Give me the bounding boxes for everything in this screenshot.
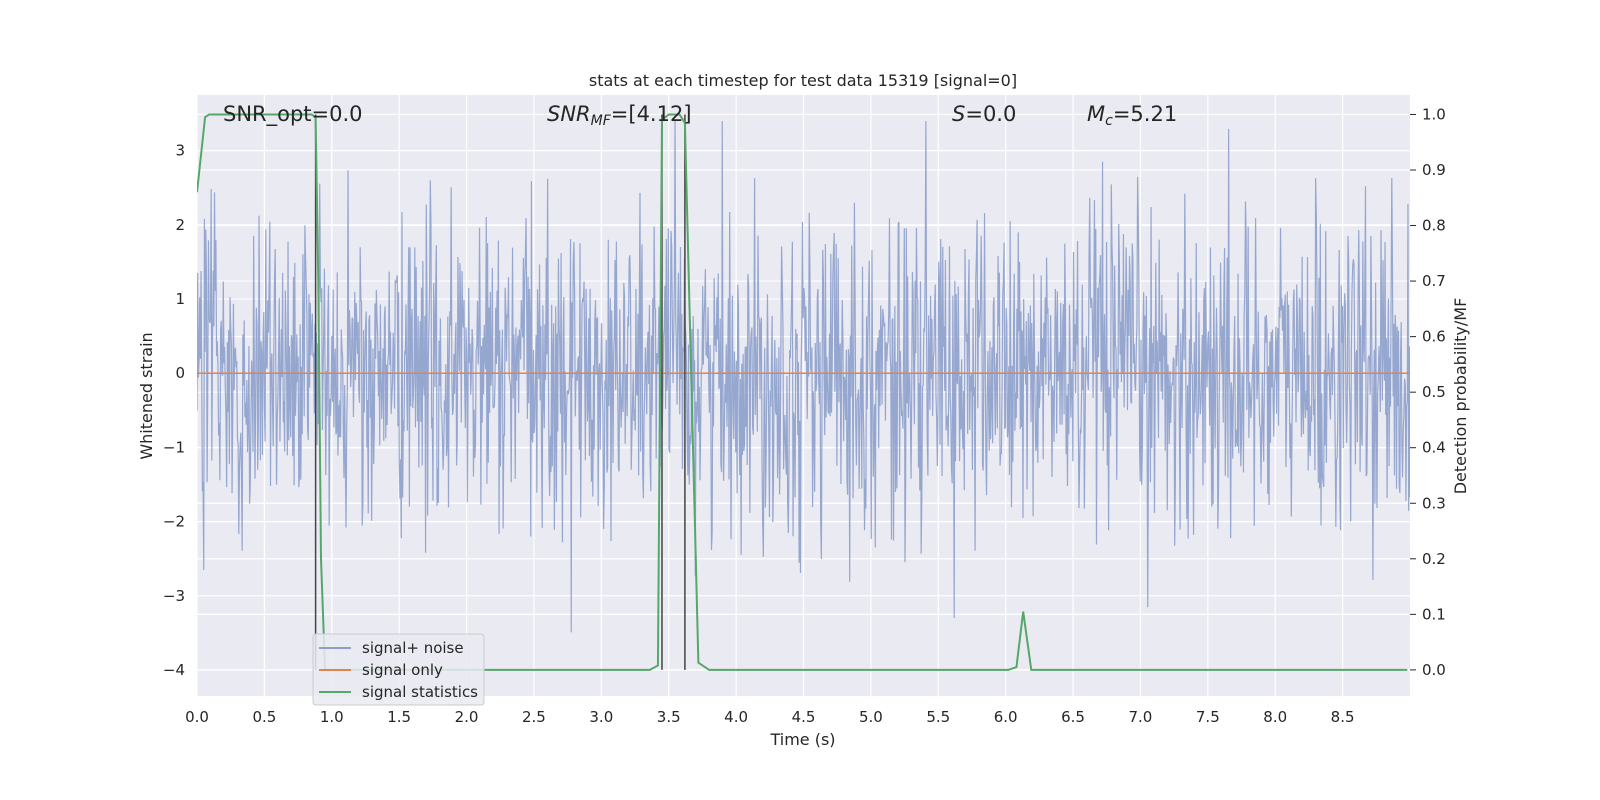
annotation-mc: Mc=5.21 [1087, 102, 1177, 129]
y-left-tick-1: 2 [175, 216, 185, 234]
y-left-tick-6: −3 [163, 587, 185, 605]
y-left-tick-2: 1 [175, 290, 185, 308]
x-tick-3: 1.5 [387, 708, 411, 726]
annotation-s-prefix: S [952, 102, 965, 126]
y-right-axis-label: Detection probability/MF [1451, 298, 1470, 495]
x-tick-12: 6.0 [994, 708, 1018, 726]
annotation-snr-mf: SNRMF=[4.12] [547, 102, 692, 129]
legend-label-signal-statistics: signal statistics [362, 683, 478, 701]
x-tick-4: 2.0 [455, 708, 479, 726]
y-right-tick-5: 0.5 [1422, 383, 1446, 401]
legend: signal+ noise signal only signal statist… [312, 633, 485, 706]
y-left-axis-label: Whitened strain [137, 332, 156, 459]
legend-box [312, 633, 485, 706]
y-right-tick-9: 0.1 [1422, 605, 1446, 623]
x-tick-0: 0.0 [185, 708, 209, 726]
legend-label-signal-only: signal only [362, 661, 443, 679]
x-tick-7: 3.5 [657, 708, 681, 726]
legend-label-signal-noise: signal+ noise [362, 639, 464, 657]
y-right-tick-1: 0.9 [1422, 161, 1446, 179]
y-right-tick-8: 0.2 [1422, 550, 1446, 568]
y-right-tick-6: 0.4 [1422, 439, 1446, 457]
annotation-snr-mf-sub: MF [591, 113, 612, 129]
x-tick-14: 7.0 [1129, 708, 1153, 726]
annotation-snr-opt: SNR_opt=0.0 [223, 102, 363, 127]
x-tick-8: 4.0 [724, 708, 748, 726]
y-right-tick-2: 0.8 [1422, 217, 1446, 235]
y-right-tick-0: 1.0 [1422, 105, 1446, 123]
x-tick-13: 6.5 [1061, 708, 1085, 726]
x-tick-2: 1.0 [320, 708, 344, 726]
series-signal-statistics [197, 113, 1408, 671]
y-right-tick-7: 0.3 [1422, 494, 1446, 512]
y-left-tick-labels: 3 2 1 0 −1 −2 −3 −4 [163, 142, 185, 679]
annotation-snr-mf-prefix: SNR [547, 102, 591, 126]
series-signal-noise [197, 120, 1410, 633]
x-tick-1: 0.5 [252, 708, 276, 726]
y-left-tick-7: −4 [163, 661, 185, 679]
annotation-mc-sub: c [1105, 113, 1113, 129]
x-tick-9: 4.5 [792, 708, 816, 726]
x-tick-10: 5.0 [859, 708, 883, 726]
annotation-snr-mf-value: =[4.12] [611, 102, 692, 126]
x-tick-labels: 0.0 0.5 1.0 1.5 2.0 2.5 3.0 3.5 4.0 4.5 5.0 5.5 6.0 6… [185, 708, 1354, 726]
annotation-s: S=0.0 [952, 102, 1016, 126]
y-left-tick-4: −1 [163, 438, 185, 456]
x-tick-16: 8.0 [1263, 708, 1287, 726]
y-left-tick-5: −2 [163, 513, 185, 531]
x-axis-label: Time (s) [769, 730, 835, 749]
y-right-tick-10: 0.0 [1422, 661, 1446, 679]
x-tick-17: 8.5 [1331, 708, 1355, 726]
annotation-s-value: =0.0 [965, 102, 1016, 126]
x-tick-5: 2.5 [522, 708, 546, 726]
y-right-tick-4: 0.6 [1422, 328, 1446, 346]
x-tick-6: 3.0 [589, 708, 613, 726]
y-left-tick-0: 3 [175, 142, 185, 160]
annotation-mc-value: =5.21 [1113, 102, 1177, 126]
chart-title: stats at each timestep for test data 153… [589, 71, 1017, 90]
plot-area [197, 113, 1410, 671]
series-layer [197, 113, 1410, 671]
y-right-tick-labels: 1.0 0.9 0.8 0.7 0.6 0.5 0.4 0.3 0.2 0.1 0.0 [1410, 105, 1446, 679]
x-tick-15: 7.5 [1196, 708, 1220, 726]
y-left-tick-3: 0 [175, 364, 185, 382]
x-tick-11: 5.5 [926, 708, 950, 726]
y-right-tick-3: 0.7 [1422, 272, 1446, 290]
annotation-mc-prefix: M [1087, 102, 1105, 126]
